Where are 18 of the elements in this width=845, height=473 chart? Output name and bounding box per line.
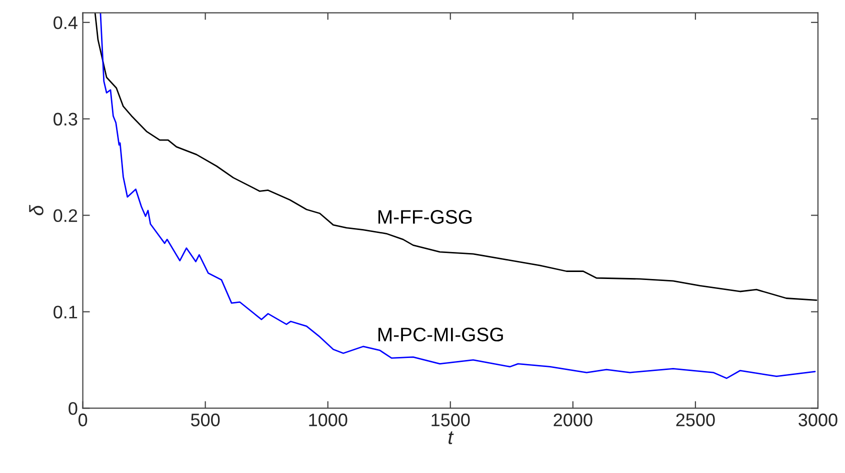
y-tick-label: 0.1 bbox=[54, 306, 78, 318]
x-tick-label: 3000 bbox=[798, 414, 838, 426]
x-tick-label: 2000 bbox=[554, 414, 592, 426]
x-tick-label: 2500 bbox=[676, 414, 715, 426]
x-axis-title: t bbox=[448, 431, 454, 444]
x-tick-label: 500 bbox=[190, 414, 220, 426]
y-tick-label: 0.4 bbox=[54, 16, 78, 30]
x-tick-label: 1500 bbox=[432, 414, 470, 426]
line-series bbox=[100, 12, 816, 379]
series-label: M-FF-GSG bbox=[378, 210, 472, 224]
y-tick-label: 0.2 bbox=[54, 209, 78, 222]
line-series bbox=[94, 12, 818, 301]
series-label: M-PC-MI-GSG bbox=[378, 328, 503, 342]
x-tick-label: 1000 bbox=[309, 414, 348, 426]
x-tick-label: 0 bbox=[78, 414, 88, 426]
y-axis-title: δ bbox=[29, 204, 44, 216]
y-tick-label: 0.3 bbox=[54, 112, 78, 126]
y-tick-label: 0 bbox=[68, 402, 78, 415]
